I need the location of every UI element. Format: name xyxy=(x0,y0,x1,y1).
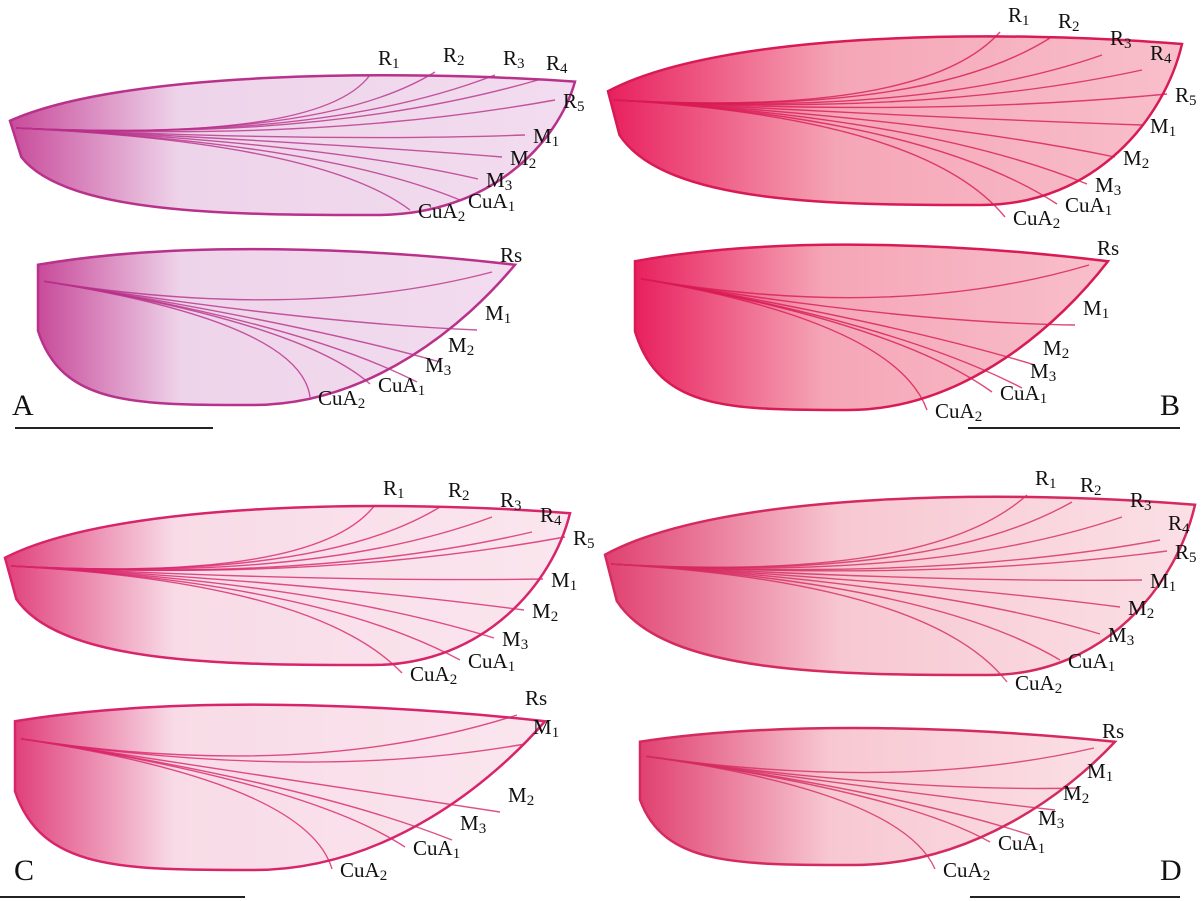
vein-label: M3 xyxy=(425,353,451,379)
vein-label: M1 xyxy=(1087,759,1113,785)
vein-label: CuA1 xyxy=(998,831,1045,857)
vein-label: M1 xyxy=(1150,569,1176,595)
vein-label: M2 xyxy=(532,599,558,625)
vein-label: M1 xyxy=(533,715,559,741)
vein-label: CuA2 xyxy=(340,858,387,884)
vein-label: M2 xyxy=(448,333,474,359)
vein-label: R1 xyxy=(383,476,405,502)
panel-letter: A xyxy=(12,389,34,422)
vein-label: CuA2 xyxy=(410,662,457,688)
vein-label: CuA1 xyxy=(468,649,515,675)
vein-label: Rs xyxy=(525,686,547,710)
vein-label: M3 xyxy=(1030,359,1056,385)
vein-label: R1 xyxy=(1035,466,1057,492)
vein xyxy=(640,278,1076,326)
vein-label: M3 xyxy=(460,811,486,837)
vein-label: R4 xyxy=(546,51,568,77)
vein xyxy=(43,271,493,301)
vein-label: M2 xyxy=(1123,146,1149,172)
labels: R1 R2 R3 R4R5M1M2M3CuA1CuA2RsM1M2M3CuA1CuA2… xyxy=(12,3,1197,887)
vein xyxy=(645,747,1095,774)
vein xyxy=(640,278,928,411)
vein-label: R2 xyxy=(443,43,465,69)
vein-label: R1 xyxy=(378,46,400,72)
vein-label: CuA1 xyxy=(468,189,515,215)
vein-label: R3 xyxy=(500,488,522,514)
panel-letter: B xyxy=(1160,389,1180,422)
vein xyxy=(645,755,936,870)
vein-label: R1 xyxy=(1008,3,1030,29)
vein-label: R3 xyxy=(1110,26,1132,52)
vein-label: R5 xyxy=(573,526,595,552)
vein-label: CuA1 xyxy=(1000,381,1047,407)
vein-label: R4 xyxy=(540,503,562,529)
vein xyxy=(20,738,333,870)
vein-label: CuA2 xyxy=(318,386,365,412)
vein-label: M3 xyxy=(486,168,512,194)
vein-label: R2 xyxy=(1058,9,1080,35)
vein xyxy=(640,264,1090,299)
vein-label: M1 xyxy=(551,568,577,594)
vein-label: R2 xyxy=(448,478,470,504)
vein-label: M3 xyxy=(1095,173,1121,199)
vein xyxy=(20,738,526,763)
vein-label: R3 xyxy=(503,46,525,72)
vein-label: R2 xyxy=(1080,473,1102,499)
vein-label: M1 xyxy=(485,301,511,327)
vein-label: CuA1 xyxy=(413,836,460,862)
vein-label: M1 xyxy=(1083,296,1109,322)
vein-label: M3 xyxy=(1038,806,1064,832)
vein-label: R4 xyxy=(1168,511,1190,537)
vein-label: CuA2 xyxy=(943,858,990,884)
vein-label: CuA2 xyxy=(418,199,465,225)
panel-letter: D xyxy=(1160,854,1182,887)
vein-label: M1 xyxy=(533,124,559,150)
hindwing xyxy=(633,243,1111,412)
vein-label: Rs xyxy=(1102,719,1124,743)
vein xyxy=(10,536,566,572)
vein xyxy=(10,565,403,674)
vein xyxy=(610,563,1008,683)
vein xyxy=(43,280,311,398)
vein-label: CuA2 xyxy=(1015,671,1062,697)
forewing xyxy=(8,74,577,217)
vein-label: M2 xyxy=(510,146,536,172)
vein xyxy=(613,99,1006,218)
vein-label: M2 xyxy=(1128,596,1154,622)
vein-label: CuA2 xyxy=(935,399,982,425)
wings xyxy=(3,31,1197,872)
vein-label: R5 xyxy=(1175,83,1197,109)
vein-label: M2 xyxy=(508,783,534,809)
hindwing xyxy=(36,247,518,407)
vein xyxy=(15,99,556,133)
vein-label: CuA2 xyxy=(1013,206,1060,232)
forewing xyxy=(606,35,1184,207)
vein-label: M3 xyxy=(502,627,528,653)
vein-label: CuA1 xyxy=(1068,649,1115,675)
vein-label: R5 xyxy=(563,89,585,115)
forewing xyxy=(603,495,1197,677)
vein-label: M1 xyxy=(1150,114,1176,140)
vein-label: R5 xyxy=(1175,540,1197,566)
vein xyxy=(15,127,411,211)
vein-label: Rs xyxy=(500,243,522,267)
vein-label: M2 xyxy=(1063,781,1089,807)
vein-label: CuA1 xyxy=(378,373,425,399)
panel-letter: C xyxy=(14,854,34,887)
vein-label: R4 xyxy=(1150,41,1172,67)
hindwing xyxy=(638,726,1118,867)
vein-label: R3 xyxy=(1130,488,1152,514)
vein-label: Rs xyxy=(1097,236,1119,260)
vein-label: M2 xyxy=(1043,336,1069,362)
vein-label: M3 xyxy=(1108,623,1134,649)
vein-label: CuA1 xyxy=(1065,193,1112,219)
